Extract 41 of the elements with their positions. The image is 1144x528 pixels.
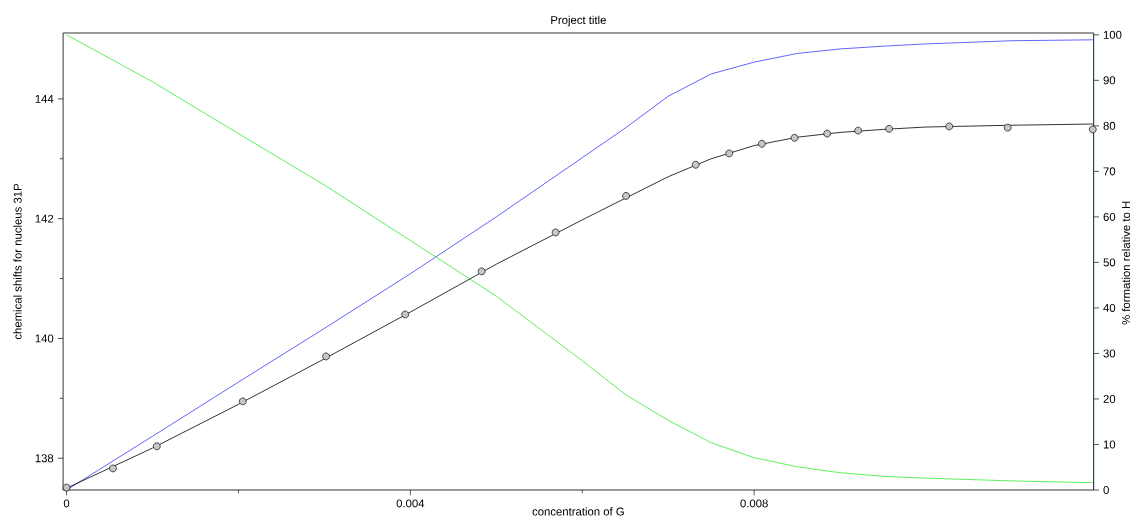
y2-tick-label: 80 <box>1103 121 1116 130</box>
point <box>725 149 734 158</box>
y-axis-title: chemical shifts for nucleus 31P <box>13 184 22 340</box>
point <box>1088 125 1097 134</box>
y-tick-label: 140 <box>35 334 54 343</box>
y2-tick-label: 50 <box>1103 258 1116 267</box>
y2-tick-label: 20 <box>1103 394 1116 403</box>
y2-tick-label: 40 <box>1103 303 1116 312</box>
y2-tick-label: 60 <box>1103 212 1116 221</box>
point <box>885 125 893 133</box>
x-tick-label: 0.008 <box>740 499 768 508</box>
chart-title: Project title <box>551 15 606 27</box>
y2-tick-label: 70 <box>1103 167 1116 176</box>
y2-tick-label: 100 <box>1103 30 1122 39</box>
y2-tick-label: 90 <box>1103 76 1116 85</box>
y-tick-label: 144 <box>35 94 54 103</box>
y2-tick-label: 10 <box>1103 440 1116 449</box>
point <box>790 134 799 142</box>
y-tick-label: 138 <box>35 454 54 463</box>
point <box>691 160 700 169</box>
y-tick-label: 142 <box>35 214 54 223</box>
point <box>622 192 630 200</box>
y2-tick-label: 0 <box>1103 486 1109 495</box>
x-tick-label: 0.004 <box>396 499 425 508</box>
point <box>109 464 117 473</box>
point <box>322 352 330 361</box>
y2-tick-label: 30 <box>1103 349 1116 358</box>
point <box>823 129 831 138</box>
point <box>854 126 862 135</box>
point <box>152 442 161 451</box>
point <box>238 397 247 406</box>
y2-axis-title: % formation relative to H <box>1121 201 1131 325</box>
point <box>477 267 486 276</box>
point <box>401 310 409 319</box>
x-axis-title: concentration of G <box>532 507 624 516</box>
point <box>1003 123 1012 132</box>
point <box>945 122 954 131</box>
point <box>758 139 766 148</box>
point <box>62 483 71 492</box>
x-tick-label: 0 <box>63 499 70 508</box>
point <box>551 228 560 237</box>
